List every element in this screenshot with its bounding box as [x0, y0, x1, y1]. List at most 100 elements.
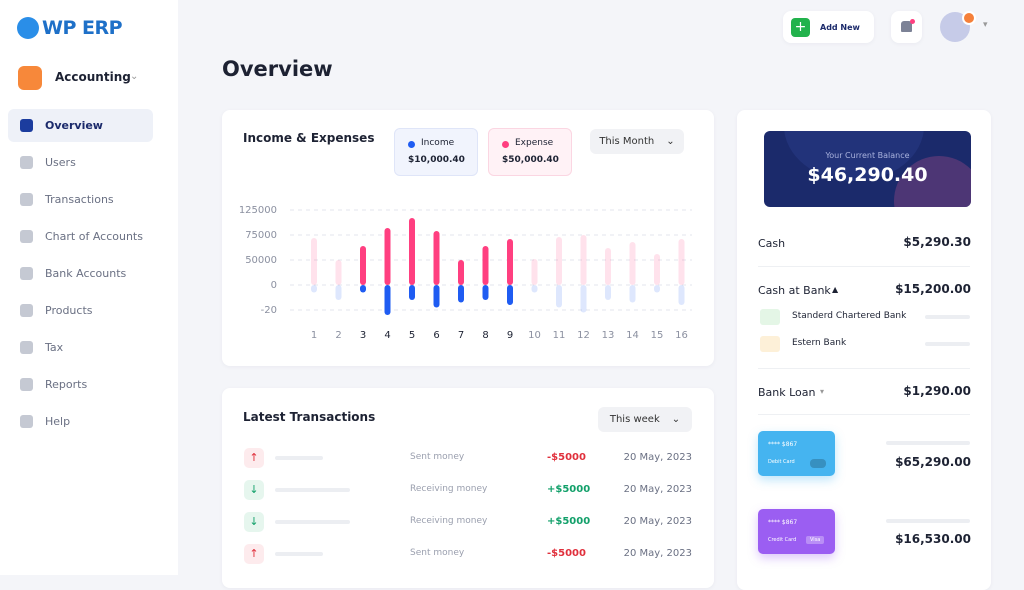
bar [482, 285, 489, 300]
nav-label: Overview [45, 119, 103, 132]
bar [335, 260, 342, 285]
bar [384, 228, 391, 285]
x-tick-label: 14 [626, 330, 639, 341]
nav-icon [20, 415, 33, 428]
nav-icon [20, 156, 33, 169]
month-filter[interactable]: This Month ⌄ [590, 129, 684, 154]
x-tick-label: 8 [482, 330, 488, 341]
bank-name: Standerd Chartered Bank [792, 311, 907, 321]
nav-label: Bank Accounts [45, 267, 127, 280]
bar [629, 242, 636, 285]
bank-name: Estern Bank [792, 338, 847, 348]
bank-icon [760, 309, 780, 325]
x-tick-label: 2 [335, 330, 341, 341]
x-tick-label: 9 [507, 330, 513, 341]
x-tick-label: 11 [553, 330, 566, 341]
add-new-button[interactable]: + Add New [783, 11, 874, 43]
y-tick-label: 50000 [245, 255, 277, 266]
account-label: Cash [758, 237, 786, 250]
debit-card[interactable]: **** $867 Debit Card [758, 431, 835, 476]
nav-icon [20, 230, 33, 243]
caret: ⌄ [666, 136, 675, 147]
nav-item[interactable]: Chart of Accounts [8, 220, 153, 253]
tx-date: 20 May, 2023 [623, 516, 692, 527]
bar [507, 239, 513, 285]
page: { "brand": "WP ERP", "module": "Accounti… [0, 0, 991, 590]
account-label[interactable]: Cash at Bank [758, 284, 831, 297]
caret: ▾ [983, 20, 988, 30]
card-value: $65,290.00 [895, 455, 971, 469]
tx-description: Sent money [410, 452, 465, 462]
bar [482, 246, 489, 285]
nav-item[interactable]: Products [8, 294, 153, 327]
x-tick-label: 13 [602, 330, 615, 341]
tx-date: 20 May, 2023 [623, 452, 692, 463]
placeholder [925, 315, 970, 319]
bar [458, 260, 464, 285]
divider [758, 368, 970, 369]
module-switch[interactable]: Accounting [55, 70, 131, 84]
bar [531, 259, 538, 285]
nav-label: Reports [45, 378, 88, 391]
legend-name: Income [421, 138, 455, 148]
transactions-title: Latest Transactions [243, 410, 376, 424]
nav-icon [20, 304, 33, 317]
direction-icon: ↓ [244, 480, 264, 500]
account-value: $5,290.30 [903, 235, 971, 249]
card-brand: Visa [806, 536, 825, 544]
x-tick-label: 6 [433, 330, 439, 341]
page-title: Overview [222, 57, 333, 81]
card-kind: Debit Card [768, 459, 795, 465]
nav-item[interactable]: Transactions [8, 183, 153, 216]
bar [580, 285, 587, 313]
add-new-label: Add New [820, 22, 860, 32]
module-icon [18, 66, 42, 90]
legend-swatch [502, 141, 509, 148]
card-value: $16,530.00 [895, 532, 971, 546]
caret: ⌄ [130, 71, 139, 82]
balance-card: Your Current Balance $46,290.40 [764, 131, 971, 207]
nav-icon [20, 267, 33, 280]
nav-item[interactable]: Users [8, 146, 153, 179]
account-label[interactable]: Bank Loan [758, 386, 816, 399]
placeholder [275, 552, 323, 556]
legend-item: Expense $50,000.40 [488, 128, 572, 176]
y-tick-label: 0 [271, 280, 277, 291]
nav-label: Help [45, 415, 71, 428]
x-tick-label: 12 [577, 330, 590, 341]
bar [556, 237, 562, 285]
bar [605, 285, 611, 300]
nav-item[interactable]: Help [8, 405, 153, 438]
balance-value: $46,290.40 [807, 164, 928, 186]
balance-label: Your Current Balance [825, 151, 910, 160]
card-number: **** $867 [768, 441, 798, 448]
x-tick-label: 1 [311, 330, 317, 341]
divider [758, 414, 970, 415]
bar [580, 235, 587, 285]
brand: WP ERP [42, 17, 123, 39]
tx-amount: -$5000 [547, 548, 586, 559]
bar [605, 248, 611, 285]
direction-icon: ↓ [244, 512, 264, 532]
card-chip [810, 459, 826, 468]
nav-item[interactable]: Tax [8, 331, 153, 364]
bell-icon [901, 21, 912, 32]
brand-logo [17, 17, 39, 39]
nav-item[interactable]: Reports [8, 368, 153, 401]
bar [360, 285, 366, 293]
tx-description: Receiving money [410, 516, 488, 526]
expand-arrow[interactable]: ▲ [832, 285, 839, 294]
bar [654, 254, 660, 285]
placeholder [275, 488, 350, 492]
week-filter[interactable]: This week ⌄ [598, 407, 692, 432]
caret: ▾ [820, 387, 825, 396]
account-value: $15,200.00 [895, 282, 971, 296]
legend-total: $10,000.40 [408, 155, 465, 165]
divider [758, 266, 970, 267]
notifications-button[interactable] [891, 11, 922, 43]
sidebar: WP ERP Accounting ⌄ Overview Users Transac… [0, 0, 178, 575]
nav-item[interactable]: Overview [8, 109, 153, 142]
nav-item[interactable]: Bank Accounts [8, 257, 153, 290]
credit-card[interactable]: **** $867 Credit Card Visa [758, 509, 835, 554]
nav-label: Users [45, 156, 76, 169]
